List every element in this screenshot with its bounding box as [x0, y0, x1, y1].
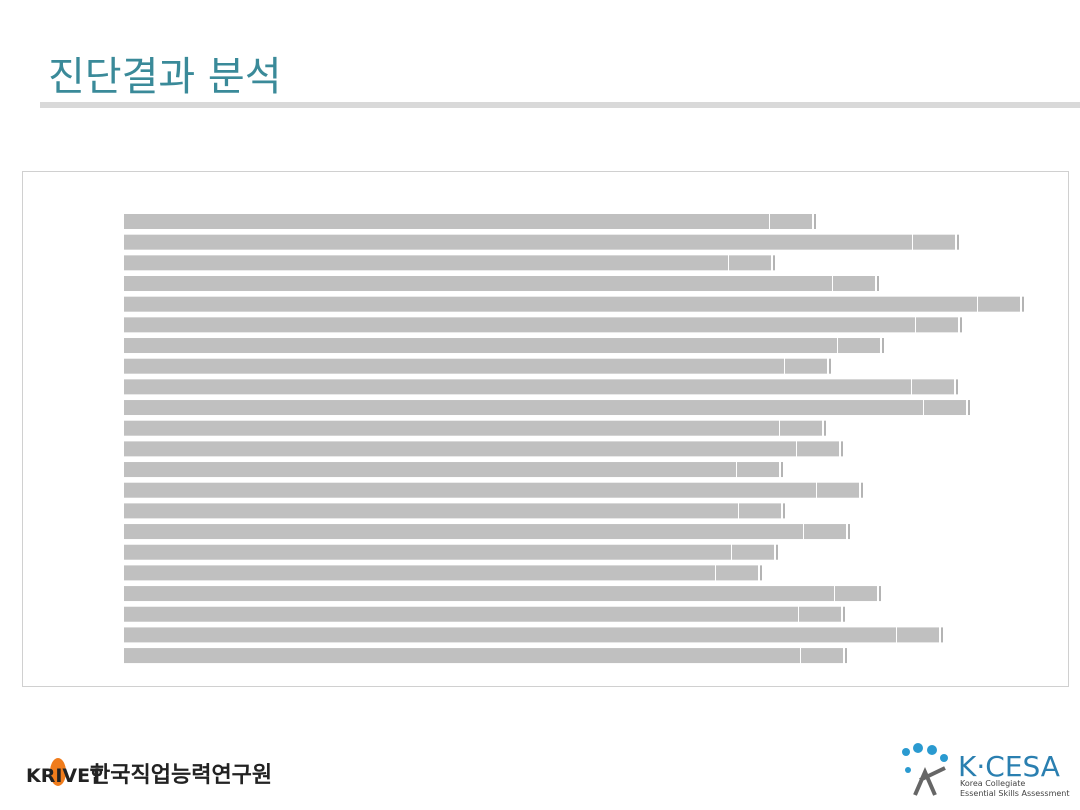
slide-title: 진단결과 분석: [48, 54, 282, 100]
logo-text: KRIVET: [26, 765, 103, 787]
bar-segment: [124, 586, 834, 602]
bar-segment: [978, 296, 1020, 312]
bar-segment: [729, 255, 771, 271]
logo-figure: [913, 766, 946, 796]
bar-segment: [124, 338, 837, 354]
logo-dot: [902, 748, 910, 756]
bar-segment: [124, 503, 738, 519]
plot-area: [124, 214, 1024, 664]
bar-segment: [913, 234, 955, 250]
logo-dot: [940, 754, 948, 762]
bar-segment: [799, 606, 841, 622]
logo-text: K·CESA: [958, 750, 1060, 783]
bar-segment: [124, 544, 731, 560]
bar-segment: [916, 317, 958, 333]
bar-segment: [835, 586, 877, 602]
bar-segment: [124, 400, 923, 416]
title-rule: [40, 102, 1080, 108]
bar-segment: [124, 420, 779, 436]
bar-segment: [124, 317, 915, 333]
logo-dot: [905, 767, 911, 773]
bar-segment: [124, 524, 803, 540]
bar-segment: [124, 255, 728, 271]
bar-segment: [797, 441, 839, 457]
org-name: 한국직업능력연구원: [90, 763, 272, 788]
bar-segment: [124, 627, 896, 643]
bar-segment: [897, 627, 939, 643]
bar-segment: [838, 338, 880, 354]
bar-segment: [912, 379, 954, 395]
logo-dot: [913, 743, 923, 753]
bar-segment: [124, 358, 784, 374]
kcesa-logo: K·CESA Korea Collegiate Essential Skills…: [902, 743, 1070, 798]
bar-segment: [801, 648, 843, 664]
bar-segment: [124, 482, 816, 498]
logo-subtext: Korea Collegiate: [960, 779, 1025, 788]
bar-segment: [124, 565, 715, 581]
bar-segment: [124, 234, 912, 250]
logo-dot: [927, 745, 937, 755]
krivet-logo: KRIVET 한국직업능력연구원: [26, 758, 272, 788]
logo-mark: [50, 758, 66, 786]
bar-segment: [785, 358, 827, 374]
bar-segment: [124, 606, 798, 622]
bar-segment: [124, 462, 736, 478]
logo-subtext: Essential Skills Assessment: [960, 789, 1070, 798]
bar-segment: [780, 420, 822, 436]
bar-segment: [924, 400, 966, 416]
bar-segment: [770, 214, 812, 229]
bar-segment: [737, 462, 779, 478]
bar-segment: [124, 441, 796, 457]
bar-segment: [833, 276, 875, 292]
bar-segment: [124, 214, 769, 229]
bar-segment: [124, 379, 911, 395]
bar-segment: [817, 482, 859, 498]
bar-segment: [739, 503, 781, 519]
bar-segment: [124, 296, 977, 312]
bar-segment: [732, 544, 774, 560]
bar-segment: [124, 648, 800, 664]
bar-segment: [716, 565, 758, 581]
bar-segment: [804, 524, 846, 540]
bar-segment: [124, 276, 832, 292]
